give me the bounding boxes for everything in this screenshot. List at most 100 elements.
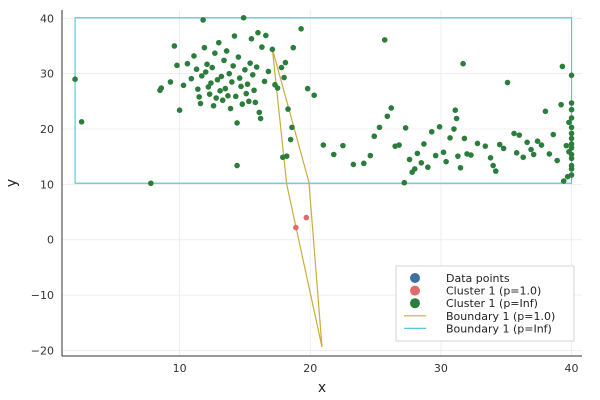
data-point: [248, 35, 255, 42]
data-point: [230, 63, 236, 69]
data-point: [247, 60, 253, 66]
data-point: [428, 128, 435, 135]
data-point: [492, 168, 499, 174]
legend-label: Cluster 1 (p=Inf): [446, 297, 538, 310]
data-point: [568, 115, 575, 121]
data-point: [558, 101, 564, 108]
tick-labels: 10 20 30 40 −20 −10 0 10 20 30 40: [31, 12, 579, 375]
data-point: [259, 44, 265, 50]
data-point: [568, 106, 575, 113]
data-point: [340, 142, 346, 149]
data-point: [384, 113, 391, 120]
y-tick-label: 40: [40, 12, 54, 25]
data-point: [195, 86, 201, 92]
x-axis-label: x: [318, 380, 326, 396]
data-point: [229, 79, 235, 85]
data-point: [451, 126, 457, 132]
data-point: [221, 57, 227, 64]
data-point: [568, 172, 575, 178]
data-point: [78, 119, 85, 125]
data-point: [443, 158, 449, 165]
data-point: [274, 85, 281, 91]
data-point: [406, 156, 413, 163]
data-point: [542, 108, 549, 115]
data-point: [148, 180, 154, 187]
data-point: [461, 135, 468, 142]
data-point: [568, 72, 575, 79]
data-point: [504, 79, 511, 86]
data-point: [232, 93, 239, 100]
data-point: [566, 119, 572, 126]
data-point: [468, 152, 474, 158]
data-point: [411, 166, 418, 172]
data-point: [568, 135, 575, 142]
data-point: [242, 66, 248, 73]
data-point: [215, 39, 222, 46]
data-point: [214, 76, 221, 83]
data-point: [455, 153, 461, 159]
data-point: [289, 124, 295, 131]
data-point: [396, 142, 402, 148]
data-point: [402, 125, 409, 131]
data-point: [180, 82, 187, 89]
data-point: [568, 155, 575, 162]
data-point: [425, 164, 431, 171]
data-point: [217, 88, 223, 94]
data-point: [568, 141, 575, 147]
data-point: [568, 166, 575, 172]
data-point: [251, 87, 257, 94]
data-point: [524, 139, 530, 146]
data-point: [243, 90, 250, 97]
data-point: [534, 138, 541, 145]
data-point: [158, 85, 165, 91]
data-point: [350, 161, 357, 168]
data-point: [188, 75, 195, 82]
data-point: [367, 152, 374, 159]
data-point: [283, 153, 290, 159]
data-point: [253, 64, 260, 70]
y-tick-label: 20: [40, 123, 54, 136]
data-point: [244, 81, 251, 87]
y-tick-label: −20: [31, 344, 54, 357]
data-point: [210, 102, 217, 109]
data-point: [219, 97, 226, 104]
data-point: [432, 152, 439, 159]
data-point: [513, 150, 520, 156]
data-point: [263, 32, 269, 39]
data-point: [196, 94, 202, 100]
data-point: [290, 44, 297, 51]
data-point: [208, 80, 214, 86]
data-point: [330, 151, 337, 158]
data-point: [236, 75, 243, 81]
data-point: [167, 79, 174, 85]
data-point: [560, 178, 567, 184]
data-point: [500, 145, 507, 152]
data-point: [231, 33, 238, 39]
data-point: [256, 109, 263, 116]
data-point: [303, 214, 310, 221]
data-point: [460, 60, 466, 67]
data-point: [198, 73, 205, 79]
y-tick-label: −10: [31, 289, 54, 302]
data-point: [246, 98, 252, 105]
data-point: [421, 141, 427, 147]
data-point: [528, 146, 534, 153]
data-point: [255, 29, 261, 36]
data-point: [550, 131, 557, 138]
y-axis-label: y: [4, 179, 20, 187]
data-point: [298, 26, 304, 32]
legend-label: Boundary 1 (p=1.0): [446, 310, 555, 323]
data-point: [401, 179, 408, 186]
data-point: [72, 76, 78, 82]
data-point: [304, 85, 311, 92]
data-point: [293, 224, 299, 231]
legend-marker-swatch: [410, 298, 420, 309]
data-point: [209, 64, 216, 71]
data-point: [197, 100, 204, 107]
data-point: [235, 54, 242, 60]
legend-label: Data points: [446, 272, 510, 285]
data-point: [239, 101, 246, 107]
data-point: [563, 142, 570, 149]
data-point: [234, 120, 240, 126]
